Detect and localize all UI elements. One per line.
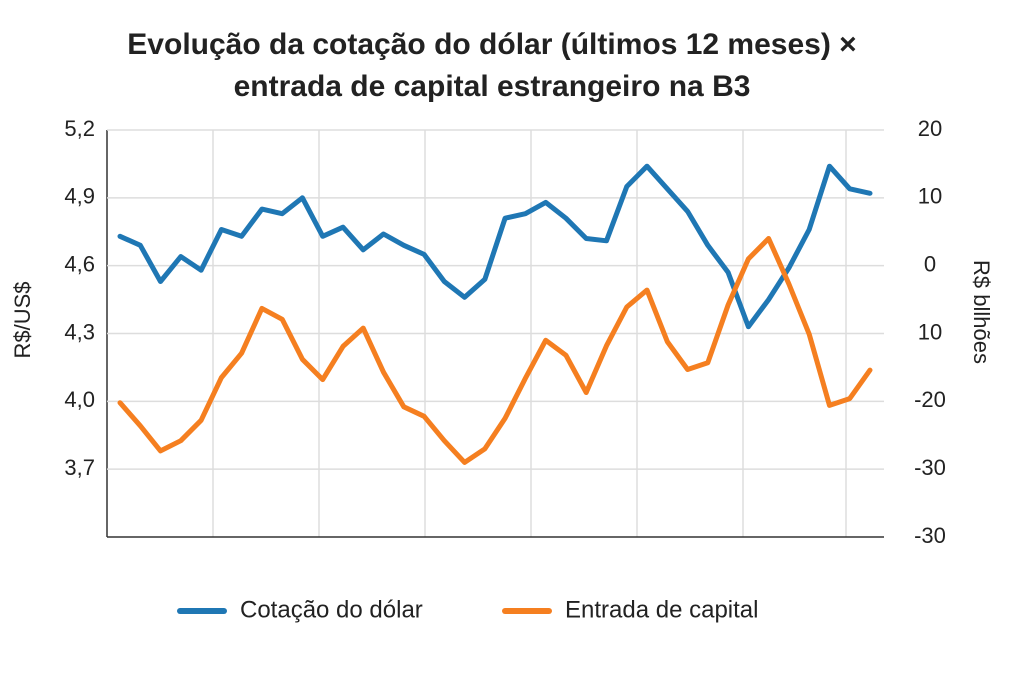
y2-tick-label: 10 [918,319,942,344]
y-tick-label: 5,2 [64,116,95,141]
y2-tick-label: 0 [924,251,936,276]
y-tick-label: 4,9 [64,184,95,209]
y2-tick-label: 20 [918,116,942,141]
y-tick-label: 4,6 [64,251,95,276]
chart-title: Evolução da cotação do dólar (últimos 12… [127,28,856,61]
y2-tick-label: -30 [914,523,946,548]
legend-label: Cotação do dólar [240,596,423,623]
y-axis-label: R$/US$ [10,281,35,358]
y2-tick-label: -20 [914,387,946,412]
y-tick-label: 4,0 [64,387,95,412]
series-line [117,163,873,330]
series-line [117,236,873,465]
y2-axis-label: R$ bllhões [969,260,994,364]
y2-tick-label: 10 [918,184,942,209]
y-tick-label: 3,7 [64,455,95,480]
y2-tick-label: -30 [914,455,946,480]
chart-title: entrada de capital estrangeiro na B3 [234,70,751,103]
legend-label: Entrada de capital [565,596,758,623]
y-tick-label: 4,3 [64,319,95,344]
